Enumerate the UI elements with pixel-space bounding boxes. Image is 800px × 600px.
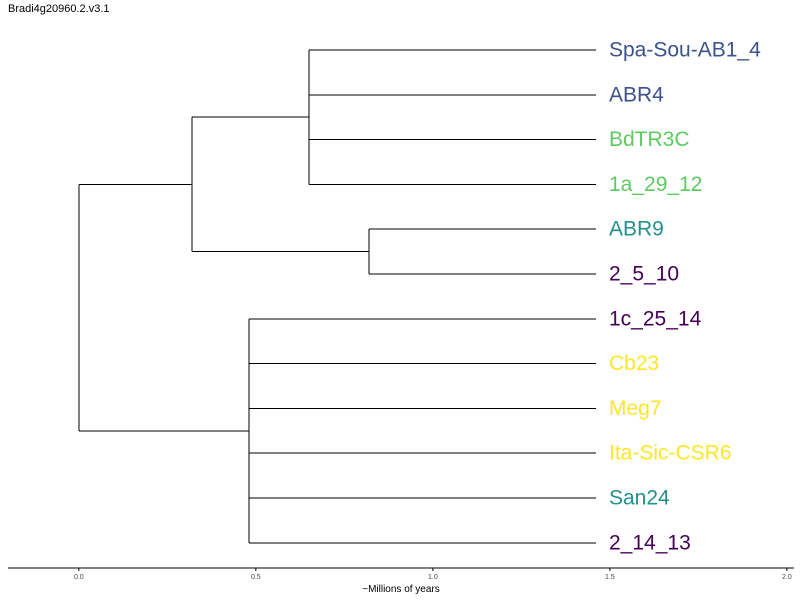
leaf-label: 1c_25_14: [609, 307, 702, 330]
tree-title: Bradi4g20960.2.v3.1: [8, 3, 110, 15]
leaf-label: BdTR3C: [609, 128, 690, 151]
tree-branches: [78, 49, 596, 544]
axis-title: ~Millions of years: [362, 584, 440, 595]
axis-ticks: 0.0 0.5 1.0 1.5 2.0: [74, 568, 792, 581]
axis-tick-label: 2.0: [782, 574, 792, 581]
time-axis: 0.0 0.5 1.0 1.5 2.0 ~Millions of years: [8, 567, 794, 595]
leaf-label: 2_14_13: [609, 531, 691, 554]
axis-tick-label: 0.5: [251, 574, 261, 581]
axis-tick-label: 1.5: [605, 574, 615, 581]
leaf-label: 1a_29_12: [609, 173, 702, 196]
leaf-label: Ita-Sic-CSR6: [609, 442, 732, 465]
leaf-label: Cb23: [609, 352, 659, 375]
leaf-label: San24: [609, 487, 670, 510]
leaf-label: 2_5_10: [609, 263, 679, 286]
leaf-label: ABR4: [609, 83, 664, 106]
axis-tick-label: 0.0: [74, 574, 84, 581]
axis-tick-label: 1.0: [428, 574, 438, 581]
leaf-label: Spa-Sou-AB1_4: [609, 39, 761, 62]
leaf-label: ABR9: [609, 218, 664, 241]
leaf-label: Meg7: [609, 397, 662, 420]
leaf-labels: Spa-Sou-AB1_4 ABR4 BdTR3C 1a_29_12 ABR9 2_5_1…: [609, 39, 761, 555]
